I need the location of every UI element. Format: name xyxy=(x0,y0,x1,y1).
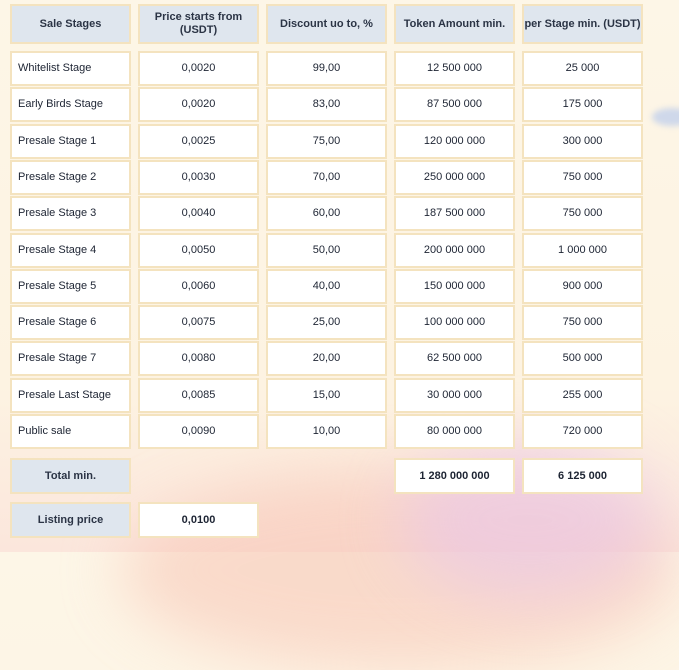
table-cell: 0,0080 xyxy=(138,341,259,377)
table-cell: 900 000 xyxy=(522,268,643,304)
table-cell: 10,00 xyxy=(266,414,387,449)
table-cell: 25,00 xyxy=(266,305,387,341)
table-cell: 70,00 xyxy=(266,159,387,195)
table-cell: 1 000 000 xyxy=(522,232,643,268)
table-cell: 60,00 xyxy=(266,196,387,232)
table-cell: 0,0085 xyxy=(138,377,259,413)
table-cell: 0,0075 xyxy=(138,305,259,341)
stage-name: Presale Stage 1 xyxy=(10,123,131,159)
header-cell: Sale Stages xyxy=(10,4,131,44)
total-token-amount: 1 280 000 000 xyxy=(394,458,515,494)
table-cell: 0,0020 xyxy=(138,87,259,123)
table-cell: 62 500 000 xyxy=(394,341,515,377)
stage-name: Presale Stage 2 xyxy=(10,159,131,195)
total-label: Total min. xyxy=(10,458,131,494)
table-cell: 0,0040 xyxy=(138,196,259,232)
table-cell: 120 000 000 xyxy=(394,123,515,159)
stage-name: Presale Stage 5 xyxy=(10,268,131,304)
stage-name: Presale Stage 7 xyxy=(10,341,131,377)
table-cell: 750 000 xyxy=(522,196,643,232)
table-cell: 12 500 000 xyxy=(394,51,515,86)
table-cell: 175 000 xyxy=(522,87,643,123)
table-cell: 80 000 000 xyxy=(394,414,515,449)
table-cell: 0,0030 xyxy=(138,159,259,195)
table-cell: 0,0020 xyxy=(138,51,259,86)
header-cell: per Stage min. (USDT) xyxy=(522,4,643,44)
table-cell: 0,0050 xyxy=(138,232,259,268)
table-cell: 15,00 xyxy=(266,377,387,413)
table-cell: 300 000 xyxy=(522,123,643,159)
stage-name: Presale Last Stage xyxy=(10,377,131,413)
cloud xyxy=(652,108,679,126)
table-cell: 99,00 xyxy=(266,51,387,86)
table-cell: 75,00 xyxy=(266,123,387,159)
table-cell: 40,00 xyxy=(266,268,387,304)
table-cell: 25 000 xyxy=(522,51,643,86)
header-cell: Discount uo to, % xyxy=(266,4,387,44)
table-cell: 0,0025 xyxy=(138,123,259,159)
table-cell: 0,0060 xyxy=(138,268,259,304)
table-cell: 30 000 000 xyxy=(394,377,515,413)
table-cell: 83,00 xyxy=(266,87,387,123)
table-cell: 50,00 xyxy=(266,232,387,268)
table-cell: 200 000 000 xyxy=(394,232,515,268)
stage-name: Public sale xyxy=(10,414,131,449)
listing-label: Listing price xyxy=(10,502,131,538)
stage-name: Presale Stage 3 xyxy=(10,196,131,232)
stage-name: Presale Stage 4 xyxy=(10,232,131,268)
table-cell: 250 000 000 xyxy=(394,159,515,195)
table-cell: 0,0090 xyxy=(138,414,259,449)
table-cell: 150 000 000 xyxy=(394,268,515,304)
header-cell: Token Amount min. xyxy=(394,4,515,44)
stage-name: Whitelist Stage xyxy=(10,51,131,86)
table-cell: 20,00 xyxy=(266,341,387,377)
table-cell: 87 500 000 xyxy=(394,87,515,123)
listing-value: 0,0100 xyxy=(138,502,259,538)
table-cell: 187 500 000 xyxy=(394,196,515,232)
stage-name: Early Birds Stage xyxy=(10,87,131,123)
table-cell: 500 000 xyxy=(522,341,643,377)
table-cell: 255 000 xyxy=(522,377,643,413)
total-per-stage: 6 125 000 xyxy=(522,458,643,494)
stage-name: Presale Stage 6 xyxy=(10,305,131,341)
header-cell: Price starts from (USDT) xyxy=(138,4,259,44)
table-cell: 750 000 xyxy=(522,305,643,341)
table-cell: 750 000 xyxy=(522,159,643,195)
table-cell: 100 000 000 xyxy=(394,305,515,341)
table-cell: 720 000 xyxy=(522,414,643,449)
